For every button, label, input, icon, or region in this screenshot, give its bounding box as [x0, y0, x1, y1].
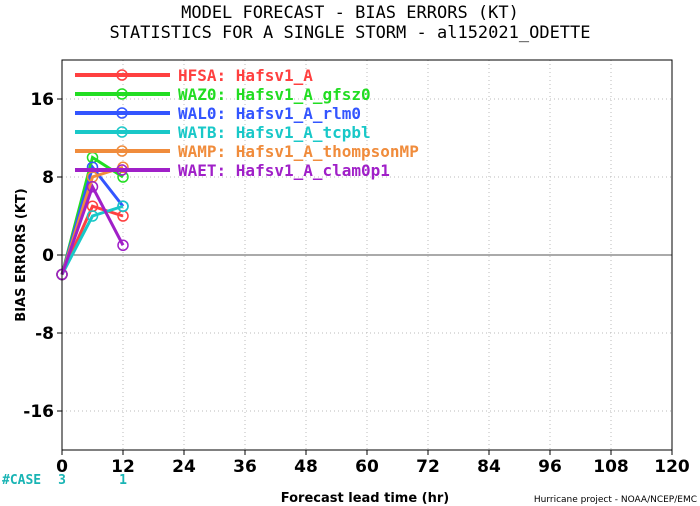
y-tick-label: -8	[35, 324, 54, 344]
legend-label: WATB: Hafsv1_A_tcpbl	[178, 123, 371, 142]
legend-marker	[116, 88, 128, 100]
x-axis-label: Forecast lead time (hr)	[281, 491, 449, 506]
chart-title-line1: MODEL FORECAST - BIAS ERRORS (KT)	[181, 3, 519, 23]
x-tick-label: 36	[233, 457, 257, 477]
legend-label: WAL0: Hafsv1_A_rlm0	[178, 104, 361, 123]
legend-label: WAET: Hafsv1_A_clam0p1	[178, 161, 390, 180]
credit-text: Hurricane project - NOAA/NCEP/EMC	[534, 495, 697, 505]
x-tick-labels: 0 12 24 36 48 60 72 84 96 108 120	[56, 450, 690, 477]
data-point	[117, 200, 129, 212]
legend-item: WAET: Hafsv1_A_clam0p1	[75, 161, 390, 180]
legend-item: WAL0: Hafsv1_A_rlm0	[75, 104, 361, 123]
case-count: 3	[58, 473, 66, 488]
x-tick-label: 12	[111, 457, 135, 477]
legend-marker	[116, 69, 128, 81]
x-tick-label: 48	[294, 457, 318, 477]
x-tick-label: 96	[538, 457, 562, 477]
chart-title-line2: STATISTICS FOR A SINGLE STORM - al152021…	[109, 23, 590, 43]
x-tick-label: 72	[416, 457, 440, 477]
data-point	[86, 210, 99, 222]
legend-item: HFSA: Hafsv1_A	[75, 66, 313, 85]
case-count: 1	[119, 473, 127, 488]
legend-marker	[116, 107, 128, 119]
data-point	[117, 239, 129, 251]
legend-item: WAMP: Hafsv1_A_thompsonMP	[75, 142, 419, 161]
y-axis-label: BIAS ERRORS (KT)	[14, 188, 29, 321]
series-line	[60, 204, 124, 276]
legend-item: WAZ0: Hafsv1_A_gfsz0	[75, 85, 371, 104]
legend-marker	[116, 164, 128, 176]
case-counts: #CASE 3 1	[2, 473, 127, 488]
case-label: #CASE	[2, 473, 41, 488]
x-tick-label: 60	[355, 457, 379, 477]
series-line	[60, 182, 125, 275]
y-tick-label: 16	[30, 90, 54, 110]
data-point	[86, 181, 99, 193]
y-tick-label: 0	[42, 246, 54, 266]
legend-label: WAMP: Hafsv1_A_thompsonMP	[178, 142, 419, 161]
legend-label: WAZ0: Hafsv1_A_gfsz0	[178, 85, 371, 104]
x-tick-label: 120	[654, 457, 690, 477]
x-tick-label: 24	[172, 457, 196, 477]
legend-marker	[116, 145, 128, 157]
x-tick-label: 108	[593, 457, 629, 477]
legend-item: WATB: Hafsv1_A_tcpbl	[75, 123, 371, 142]
legend-marker	[116, 126, 128, 138]
legend-label: HFSA: Hafsv1_A	[178, 66, 313, 85]
x-tick-label: 0	[56, 457, 68, 477]
x-tick-label: 84	[477, 457, 501, 477]
y-tick-label: -16	[23, 402, 54, 422]
y-tick-label: 8	[42, 168, 54, 188]
y-tick-labels: -16 -8 0 8 16	[23, 90, 62, 422]
series-hfsa	[56, 200, 129, 281]
series-line	[60, 204, 124, 276]
